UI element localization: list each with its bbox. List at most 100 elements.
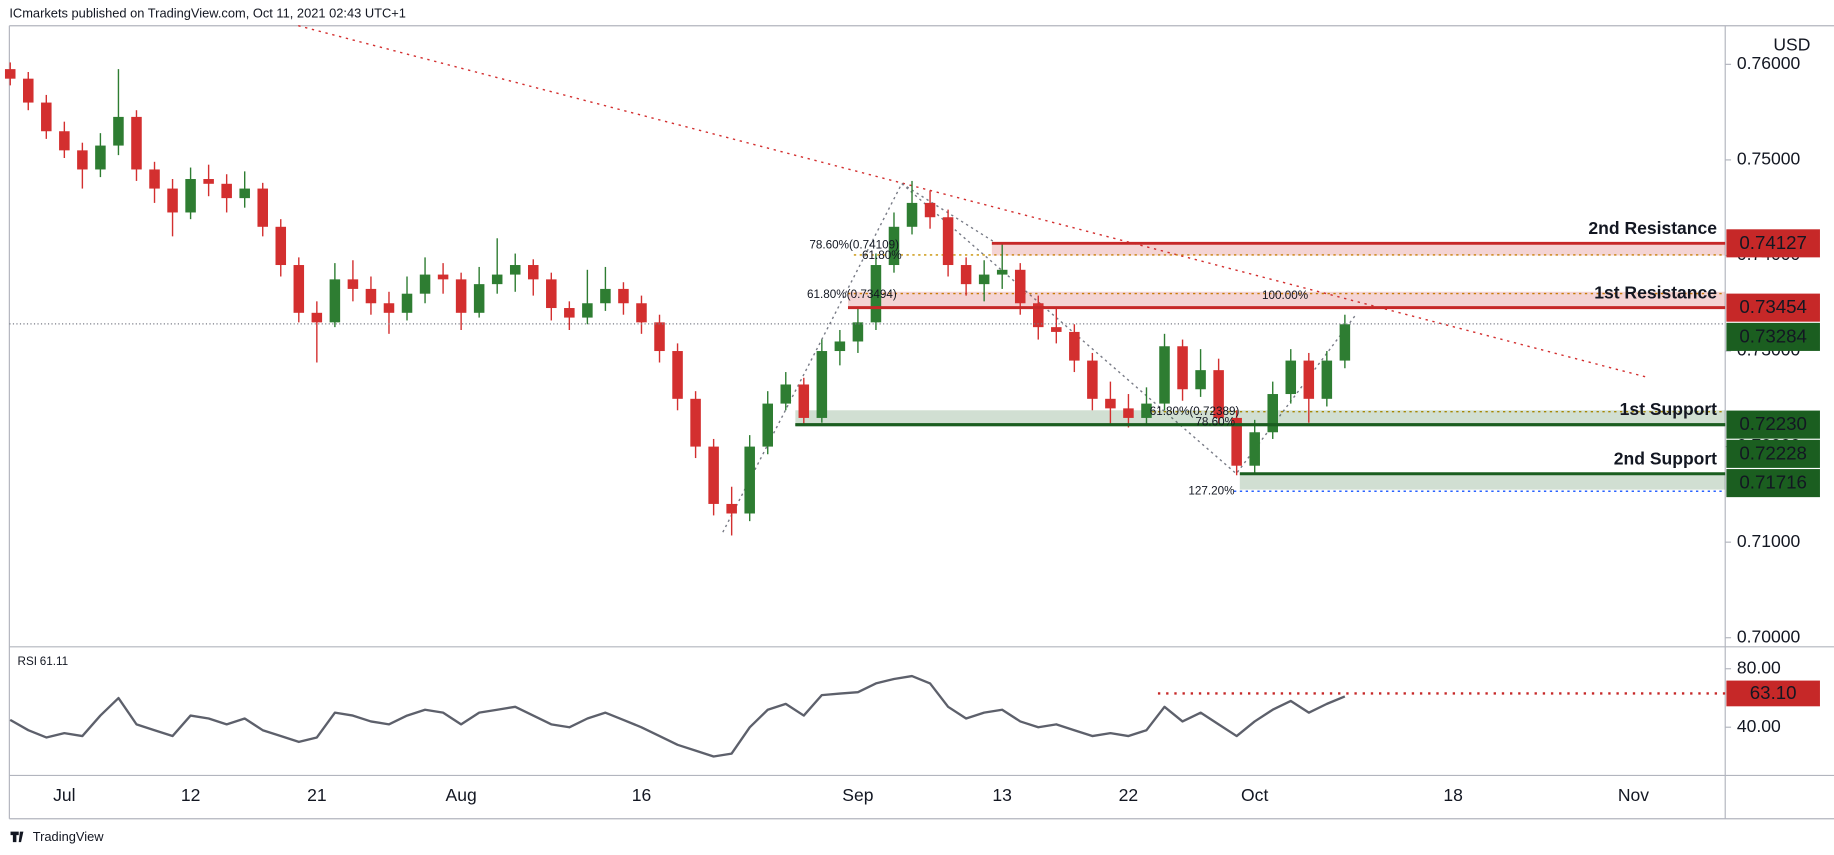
- candle-body: [726, 503, 737, 514]
- candle-body: [1267, 394, 1278, 433]
- level-name: 2nd Resistance: [1588, 218, 1717, 238]
- candle-body: [942, 217, 954, 266]
- candle-body: [419, 274, 431, 294]
- candle-body: [564, 308, 575, 318]
- level-zone: [847, 291, 1726, 308]
- candle-body: [1087, 360, 1098, 399]
- header: ICmarkets published on TradingView.com, …: [9, 5, 406, 20]
- candle-body: [1105, 398, 1116, 409]
- candle-body: [77, 150, 88, 170]
- candle-body: [59, 131, 70, 151]
- candle-body: [1177, 346, 1188, 390]
- candle-body: [491, 274, 503, 285]
- price-label: 0.74127: [1739, 232, 1807, 253]
- x-tick-label: 22: [1119, 785, 1139, 805]
- candle-body: [239, 188, 250, 199]
- candle-body: [509, 265, 521, 275]
- candle-body: [1123, 408, 1134, 418]
- zigzag: [901, 183, 1001, 247]
- candle-body: [1141, 403, 1152, 418]
- candle-body: [618, 288, 629, 304]
- price-label: 0.71716: [1739, 472, 1807, 493]
- candle-body: [978, 274, 990, 285]
- candle-body: [888, 226, 900, 266]
- trendline: [298, 25, 1650, 379]
- candle-body: [473, 284, 485, 313]
- candle-body: [852, 322, 864, 342]
- x-tick-label: Aug: [446, 785, 477, 805]
- fib-label: 78.60%: [1195, 415, 1235, 428]
- price-label-box: [1726, 322, 1820, 351]
- candle-body: [131, 116, 142, 170]
- candle-body: [1285, 360, 1297, 395]
- candle-body: [798, 384, 810, 418]
- footer: TradingView: [10, 829, 104, 844]
- price-label: 0.73454: [1739, 296, 1807, 317]
- candle-body: [347, 279, 359, 289]
- candle-body: [221, 183, 232, 199]
- x-tick-label: 21: [307, 785, 327, 805]
- frame: [8, 25, 1834, 820]
- candle-body: [437, 274, 449, 280]
- price-label-box: [1726, 293, 1820, 322]
- candle-body: [816, 351, 828, 418]
- candle-body: [996, 269, 1008, 275]
- y-tick-label: 80.00: [1737, 657, 1781, 677]
- candle-body: [41, 102, 52, 132]
- candle-body: [329, 279, 341, 323]
- level-zone: [795, 410, 1726, 425]
- candle-body: [1033, 303, 1044, 328]
- candle-body: [636, 303, 647, 323]
- candles: [4, 62, 1351, 536]
- price-label-box: [1726, 680, 1820, 707]
- candle-body: [113, 116, 124, 146]
- price-label-box: [1726, 469, 1820, 498]
- candle-body: [654, 322, 665, 352]
- candle-body: [906, 202, 918, 227]
- candle-body: [708, 446, 719, 504]
- price-label: 0.72228: [1739, 442, 1807, 463]
- level-name: 1st Support: [1620, 399, 1718, 419]
- candle-body: [672, 351, 683, 399]
- price-label-box: [1726, 229, 1820, 258]
- x-tick-label: 12: [181, 785, 201, 805]
- level-zone: [1239, 473, 1726, 490]
- x-tick-label: 18: [1443, 785, 1463, 805]
- candle-body: [690, 398, 701, 447]
- candle-body: [1159, 346, 1170, 404]
- fib-label: 61.80%(0.73494): [807, 288, 897, 301]
- candle-body: [762, 403, 773, 447]
- x-tick-label: Jul: [53, 785, 75, 805]
- candle-body: [275, 226, 287, 266]
- rsi-value: 61.11: [40, 655, 68, 668]
- price-label: 63.10: [1750, 682, 1797, 703]
- level-name: 2nd Support: [1614, 448, 1717, 468]
- candle-body: [365, 288, 377, 304]
- fib-label: 78.60%(0.74109): [809, 239, 899, 252]
- candle-body: [401, 293, 413, 313]
- candle-body: [870, 265, 882, 323]
- candle-body: [960, 265, 972, 285]
- candle-body: [95, 145, 106, 170]
- x-tick-label: Sep: [842, 785, 873, 805]
- candle-body: [1249, 432, 1260, 466]
- y-tick-label: 0.76000: [1737, 53, 1801, 73]
- candle-body: [185, 179, 196, 213]
- candle-body: [744, 446, 755, 514]
- price-label-box: [1726, 410, 1820, 439]
- candle-body: [1014, 269, 1026, 304]
- candle-body: [600, 288, 611, 304]
- y-tick-label: 0.75000: [1737, 149, 1801, 169]
- currency: USD: [1773, 34, 1810, 54]
- y-tick-label: 0.70000: [1737, 626, 1801, 646]
- candle-body: [1339, 324, 1351, 361]
- candle-body: [149, 169, 160, 189]
- candle-body: [1069, 331, 1080, 361]
- price-label-box: [1726, 439, 1820, 468]
- candle-body: [293, 265, 305, 313]
- drawings: [298, 25, 1726, 533]
- x-tick-label: Nov: [1618, 785, 1649, 805]
